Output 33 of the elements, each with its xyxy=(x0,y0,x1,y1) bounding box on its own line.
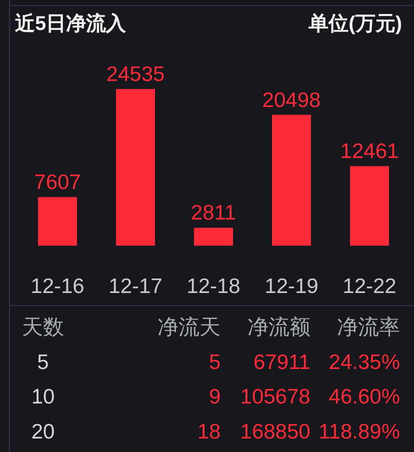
x-tick-label: 12-22 xyxy=(342,275,396,298)
bar xyxy=(38,197,77,246)
text: 168850 xyxy=(240,420,310,444)
category-label: 5 xyxy=(37,351,49,374)
text: 118.89% xyxy=(318,420,400,444)
category-label: 净流天 xyxy=(158,316,221,339)
data-label: 20498 xyxy=(262,88,321,112)
text: 105678 xyxy=(240,386,310,409)
category-label: 净流率 xyxy=(337,316,400,339)
category-label: 20 xyxy=(31,420,55,444)
category-label: 净流额 xyxy=(247,316,310,339)
bar xyxy=(116,89,155,246)
bar xyxy=(350,166,389,246)
data-label: 2811 xyxy=(190,202,236,225)
chart-title: 近5日净流入 xyxy=(14,12,128,35)
text: 46.60% xyxy=(328,386,400,409)
text: 5 xyxy=(209,351,221,374)
text: 天数 xyxy=(22,316,64,339)
bar xyxy=(272,114,311,246)
x-tick-label: 12-18 xyxy=(186,275,240,298)
text: 67911 xyxy=(254,351,310,374)
x-tick-label: 12-17 xyxy=(108,275,162,298)
data-label: 24535 xyxy=(106,63,165,86)
bar xyxy=(194,228,233,246)
data-label: 12461 xyxy=(340,140,399,164)
data-label: 7607 xyxy=(34,171,81,194)
text: 18 xyxy=(197,420,221,444)
category-label: 10 xyxy=(31,386,55,409)
x-tick-label: 12-16 xyxy=(30,275,84,298)
text: 9 xyxy=(209,386,221,409)
text: 24.35% xyxy=(328,351,400,374)
x-tick-label: 12-19 xyxy=(264,275,318,298)
text: 单位(万元) xyxy=(308,12,402,35)
